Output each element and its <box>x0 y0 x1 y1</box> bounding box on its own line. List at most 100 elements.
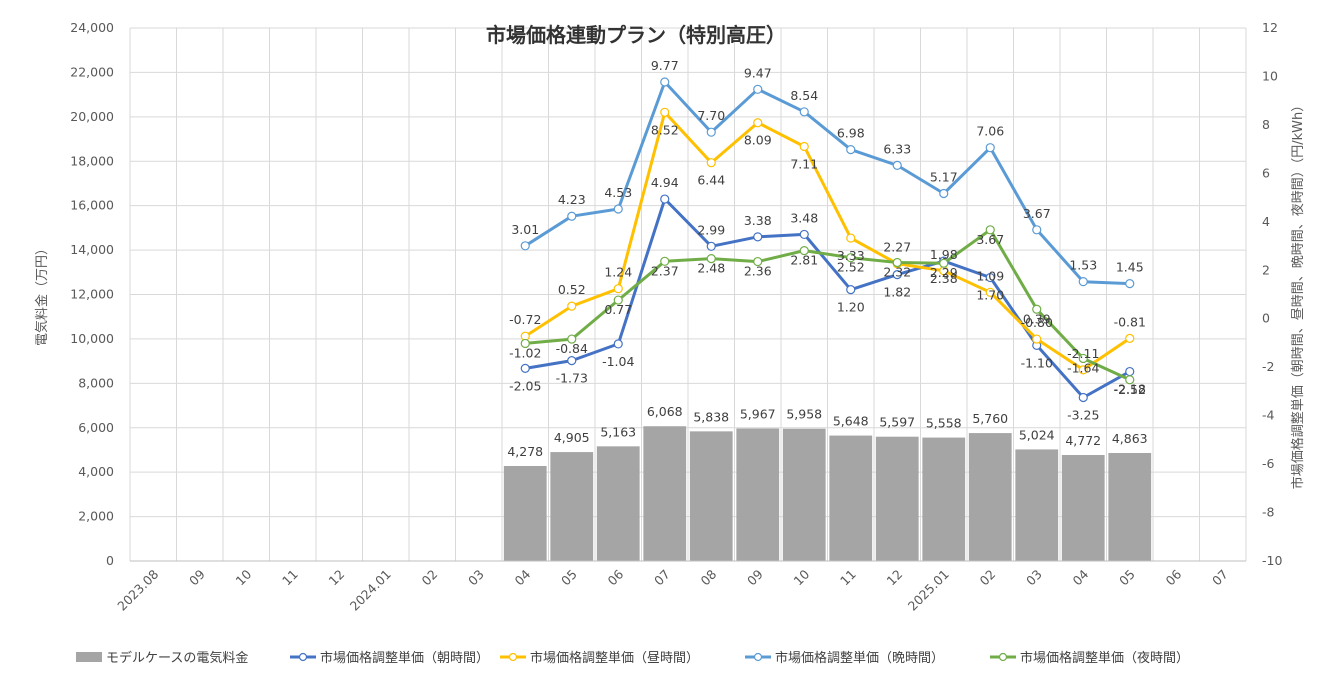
series-point-2 <box>799 141 809 152</box>
series-point-4 <box>1078 353 1088 364</box>
series-point-4 <box>520 338 530 349</box>
y-tick-right: 2 <box>1262 262 1270 277</box>
bar-label: 4,278 <box>507 444 543 459</box>
y-tick-right: -8 <box>1262 505 1275 520</box>
series-point-label-2: 2.27 <box>883 240 911 255</box>
series-point-label-4: 0.77 <box>604 302 632 317</box>
y-tick-right: 10 <box>1262 68 1278 83</box>
data-labels: 4,278 4,905 5,163 6,068 5,838 5,967 5,958 5,648… <box>507 58 1147 459</box>
x-tick: 12 <box>884 567 906 589</box>
series-point-label-2: -0.72 <box>509 312 541 327</box>
series-point-label-3: 7.70 <box>697 108 725 123</box>
x-tick: 09 <box>744 566 766 588</box>
series-point-label-1: -3.25 <box>1067 407 1099 422</box>
y-tick-right: -4 <box>1262 408 1275 423</box>
series-point-1 <box>706 241 716 251</box>
y-tick-left: 2,000 <box>78 509 114 524</box>
series-point-label-3: 3.67 <box>1023 206 1051 221</box>
series-point-label-2: 7.11 <box>790 156 818 171</box>
x-tick: 2025.01 <box>905 567 952 614</box>
series-point-1 <box>567 356 577 366</box>
series-point-label-2: 0.52 <box>558 282 586 297</box>
series-point-3 <box>753 84 763 94</box>
x-tick: 2023.08 <box>114 566 161 613</box>
bar <box>922 437 966 561</box>
legend-label-3: 市場価格調整単価（晩時間） <box>775 650 944 666</box>
bar <box>1015 449 1059 561</box>
series-point-label-1: 1.70 <box>976 288 1004 303</box>
x-tick: 10 <box>233 566 255 588</box>
series-point-3 <box>846 145 856 155</box>
series-point-label-4: 0.39 <box>1023 311 1051 326</box>
y-axis-label-left: 電気料金（万円） <box>34 242 50 346</box>
y-tick-left: 14,000 <box>70 242 114 257</box>
x-tick: 05 <box>558 567 580 589</box>
y-tick-right: 8 <box>1262 117 1270 132</box>
series-point-1 <box>846 285 856 295</box>
series-point-2 <box>985 287 995 297</box>
series-point-2 <box>1032 334 1042 344</box>
x-tick: 06 <box>1163 566 1185 588</box>
series-line-3 <box>524 80 1130 286</box>
y-tick-right: 12 <box>1262 20 1278 35</box>
series-point-4 <box>892 257 902 268</box>
series-point-3 <box>660 77 670 87</box>
bar-label: 5,597 <box>879 415 915 430</box>
series-point-label-3: 1.53 <box>1069 258 1097 273</box>
y-tick-left: 6,000 <box>78 420 114 435</box>
bar-label: 5,967 <box>740 406 776 421</box>
series-point-3 <box>1032 225 1042 235</box>
series-point-label-2: -0.81 <box>1114 314 1146 329</box>
bar <box>875 436 919 561</box>
y-tick-left: 12,000 <box>70 287 114 302</box>
bar-label: 5,024 <box>1019 427 1055 442</box>
series-point-1 <box>753 232 763 242</box>
series-point-label-1: 1.20 <box>837 300 865 315</box>
series-point-1 <box>985 272 995 283</box>
series-point-label-1: -1.04 <box>602 354 634 369</box>
series-point-label-4: -0.84 <box>556 341 588 356</box>
series-point-label-2: 1.09 <box>976 268 1004 283</box>
legend: モデルケースの電気料金 市場価格調整単価（朝時間） 市場価格調整単価（昼時間） 市場価… <box>76 650 1189 666</box>
bar-label: 6,068 <box>647 404 683 419</box>
x-tick: 04 <box>512 566 534 588</box>
series-point-label-2: -2.11 <box>1067 346 1099 361</box>
series-point-label-4: 2.32 <box>883 265 911 280</box>
bar <box>1108 453 1152 561</box>
series-point-2 <box>706 158 716 168</box>
legend-swatch-bars <box>76 652 102 662</box>
series-point-label-2: 3.33 <box>837 248 865 263</box>
series-point-label-1: 4.94 <box>651 175 679 190</box>
bar-label: 5,838 <box>693 409 729 424</box>
series-point-label-1: 2.99 <box>697 222 725 237</box>
series-point-label-4: 2.52 <box>837 260 865 275</box>
bar <box>829 435 873 561</box>
series-point-label-1: -1.73 <box>556 371 588 386</box>
series-point-2 <box>660 107 670 117</box>
series-point-label-4: -1.64 <box>1067 360 1099 375</box>
y-axis-label-right: 市場価格調整単価（朝時間、昼時間、晩時間、夜時間）（円/kWh） <box>1290 99 1306 490</box>
series-point-4 <box>660 256 670 266</box>
y-tick-right: -10 <box>1262 553 1282 568</box>
bar-label: 4,905 <box>554 430 590 445</box>
series-point-label-3: 6.98 <box>837 126 865 141</box>
x-tick: 09 <box>186 566 208 588</box>
series-point-label-3: 9.47 <box>744 65 772 80</box>
bar-label: 5,163 <box>600 424 636 439</box>
series-point-label-4: 2.29 <box>930 265 958 280</box>
series-point-3 <box>892 160 902 170</box>
y-tick-left: 10,000 <box>70 331 114 346</box>
series-point-2 <box>753 118 763 128</box>
series-point-label-4: -2.52 <box>1114 382 1146 397</box>
series-point-label-1: -2.05 <box>509 378 541 393</box>
series-point-2 <box>567 301 577 311</box>
series-point-label-3: 4.23 <box>558 192 586 207</box>
series-point-label-2: 1.98 <box>930 247 958 262</box>
series-point-label-3: 5.17 <box>930 169 958 184</box>
y-tick-left: 18,000 <box>70 153 114 168</box>
bar <box>689 431 733 561</box>
bar-label: 5,760 <box>972 411 1008 426</box>
series-point-label-3: 8.54 <box>790 88 818 103</box>
x-tick: 06 <box>605 566 627 588</box>
x-tick: 02 <box>419 567 441 589</box>
